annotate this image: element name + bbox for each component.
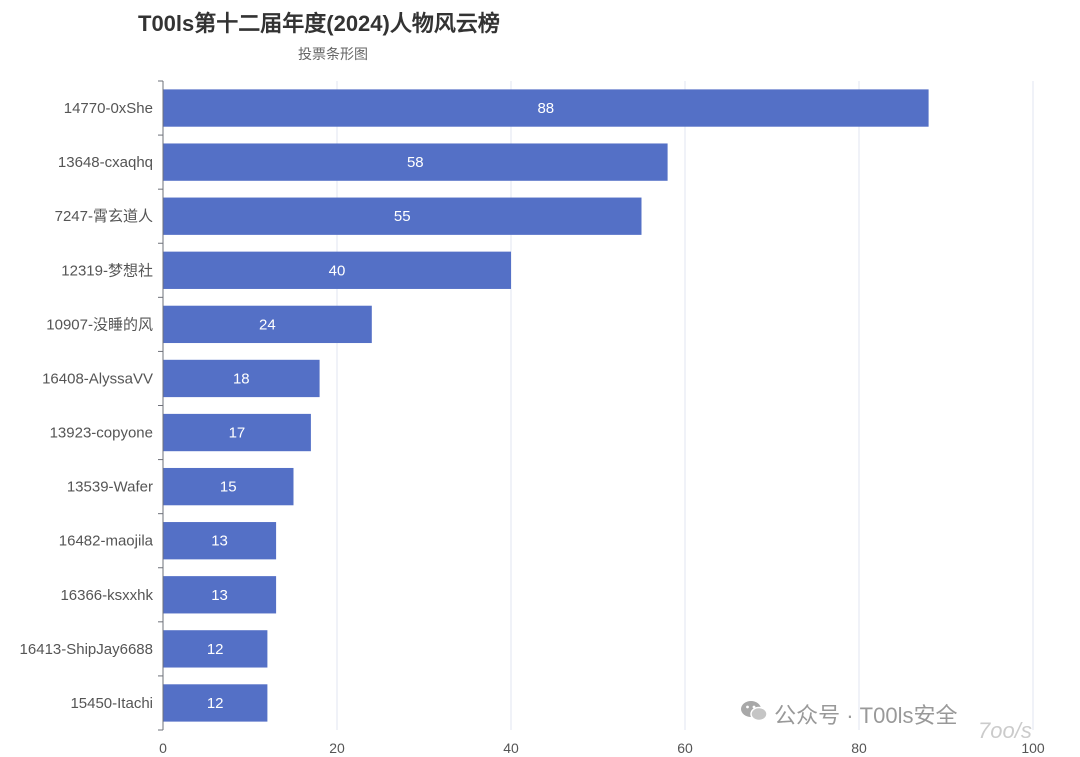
chart-subtitle: 投票条形图 [298,46,368,62]
bar-value-label: 12 [207,641,224,658]
bar-value-label: 40 [329,262,346,279]
bar [163,467,294,506]
bar [163,305,372,344]
y-tick-label: 16413-ShipJay6688 [20,641,153,658]
x-tick-label: 100 [1021,740,1045,756]
bar-value-label: 18 [233,370,250,387]
bar-value-label: 58 [407,154,424,171]
bar [163,413,311,452]
x-tick-label: 20 [329,740,345,756]
bar-value-label: 55 [394,208,411,225]
watermark: 公众号 · T00ls安全 [740,698,957,730]
bar-value-label: 88 [537,100,554,117]
bar [163,684,268,722]
bar [163,630,268,668]
bar [163,197,642,235]
y-tick-label: 16408-AlyssaVV [42,370,153,387]
x-tick-label: 60 [677,740,693,756]
bar [163,89,929,127]
x-tick-label: 80 [851,740,867,756]
bar [163,576,277,614]
y-tick-label: 15450-Itachi [70,695,153,712]
chart-title: T00ls第十二届年度(2024)人物风云榜 [138,11,500,36]
bar [163,359,320,398]
y-tick-label: 13923-copyone [50,425,153,442]
wechat-icon [740,699,768,729]
x-tick-label: 40 [503,740,519,756]
bar [163,143,668,181]
y-tick-label: 12319-梦想社 [61,262,153,279]
y-tick-label: 16482-maojila [59,533,154,550]
y-tick-label: 14770-0xShe [64,100,153,117]
watermark-text: 公众号 · T00ls安全 [774,703,958,728]
t00ls-logo: 7oo/s [978,718,1032,743]
bar-value-label: 13 [211,533,228,550]
y-tick-label: 16366-ksxxhk [60,587,153,604]
bar [163,522,277,560]
y-tick-label: 13648-cxaqhq [58,154,153,171]
y-tick-label: 13539-Wafer [67,479,153,496]
bar-value-label: 15 [220,479,237,496]
bar-value-label: 17 [229,425,246,442]
x-tick-label: 0 [159,740,167,756]
y-tick-label: 7247-霄玄道人 [55,208,153,225]
bar-value-label: 12 [207,695,224,712]
y-tick-label: 10907-没睡的风 [46,316,153,333]
bar [163,251,511,289]
bar-value-label: 24 [259,316,276,333]
bar-value-label: 13 [211,587,228,604]
